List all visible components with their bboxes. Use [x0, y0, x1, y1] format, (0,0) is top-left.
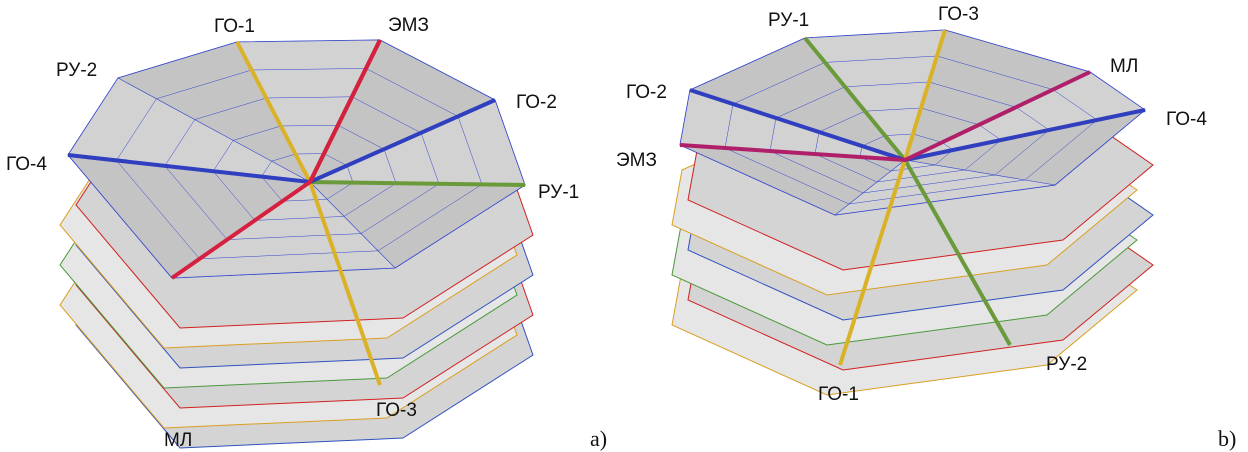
axis-label: ГО-2	[516, 92, 557, 113]
panel-caption: a)	[590, 426, 607, 451]
surfaces	[60, 30, 1153, 448]
axis-label: РУ-2	[1046, 354, 1087, 375]
axis-label: ГО-2	[626, 82, 667, 103]
axis-label: МЛ	[1110, 56, 1138, 77]
axis-label: ГО-4	[6, 154, 47, 175]
axis-label: ГО-4	[1166, 109, 1207, 130]
axis-label: РУ-1	[768, 10, 809, 31]
axis-label: МЛ	[164, 430, 192, 451]
axis-label: ГО-1	[818, 384, 859, 405]
axis-label: ГО-3	[938, 4, 979, 25]
axis-label: РУ-2	[56, 60, 97, 81]
axis-label: ЭМЗ	[616, 150, 657, 171]
axis-label: РУ-1	[538, 182, 579, 203]
axis-label: ЭМЗ	[388, 15, 429, 36]
axis-label: ГО-1	[214, 16, 255, 37]
axis-label: ГО-3	[376, 400, 417, 421]
figure: ГО-1 ЭМЗ РУ-2 ГО-2 ГО-4 РУ-1 МЛ ГО-3 a) …	[0, 0, 1248, 452]
panel-caption: b)	[1218, 426, 1236, 451]
